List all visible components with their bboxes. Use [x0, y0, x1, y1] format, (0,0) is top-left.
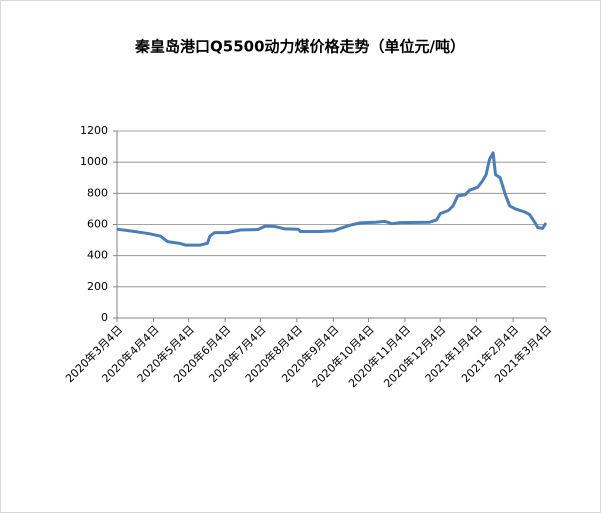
chart-title: 秦皇岛港口Q5500动力煤价格走势（单位元/吨） — [134, 38, 465, 56]
y-tick-label: 1200 — [80, 124, 108, 137]
y-tick-label: 200 — [87, 280, 108, 293]
y-tick-label: 1000 — [80, 155, 108, 168]
y-tick-label: 0 — [101, 311, 108, 324]
data-line — [116, 151, 548, 247]
y-tick-label: 800 — [87, 186, 108, 199]
y-tick-label: 400 — [87, 249, 108, 262]
y-tick-label: 600 — [87, 218, 108, 231]
